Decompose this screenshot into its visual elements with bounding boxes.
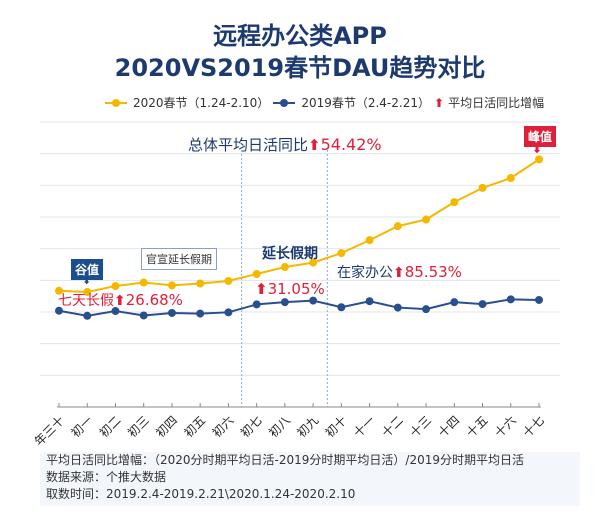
- series-line-2019: [58, 298, 540, 317]
- footnote: 平均日活同比增幅：（2020分时期平均日活-2019分时期平均日活）/2019分…: [40, 452, 580, 506]
- extended-label: 延长假期: [262, 246, 318, 262]
- overall-value: 54.42%: [320, 135, 382, 154]
- data-point: [506, 295, 515, 304]
- data-point: [309, 296, 318, 305]
- data-point: [111, 307, 120, 316]
- overall-label: 总体平均日活同比: [188, 136, 309, 154]
- up-arrow-icon: ⬆: [434, 95, 445, 110]
- up-arrow-icon: ⬆: [308, 136, 321, 154]
- data-point: [450, 298, 459, 307]
- data-point: [365, 297, 374, 306]
- data-point: [506, 174, 515, 183]
- data-point: [393, 222, 402, 231]
- x-tick-label: 十一: [351, 413, 378, 440]
- data-point: [252, 300, 261, 309]
- data-point: [535, 155, 543, 164]
- x-tick-label: 十三: [407, 413, 434, 440]
- data-point: [422, 305, 431, 314]
- x-tick-label: 初九: [294, 413, 321, 440]
- seven-day-label: 七天长假: [58, 293, 114, 309]
- data-point: [139, 311, 148, 320]
- data-point: [309, 258, 318, 267]
- x-tick-label: 初二: [97, 413, 124, 440]
- valley-label: 谷值: [71, 259, 104, 280]
- x-tick-label: 初八: [266, 413, 293, 440]
- data-point: [337, 249, 346, 258]
- seven-day-value: 26.68%: [125, 291, 183, 309]
- up-arrow-icon: ⬆: [114, 293, 126, 309]
- data-point: [252, 270, 261, 278]
- x-tick-label: 初十: [323, 413, 350, 440]
- x-tick-label: 十四: [436, 413, 463, 440]
- x-tick-label: 十六: [492, 413, 519, 440]
- x-tick-label: 初七: [238, 413, 265, 440]
- seven-day-annotation: 七天长假⬆26.68%: [58, 290, 183, 310]
- up-arrow-icon: ⬆: [255, 280, 268, 298]
- extended-annotation: ⬆31.05%: [255, 280, 325, 298]
- data-point: [83, 311, 92, 320]
- down-arrow-icon: ⬇: [532, 142, 543, 156]
- data-point: [224, 308, 233, 317]
- data-point: [55, 286, 63, 295]
- legend: 2020春节（1.24-2.10） 2019春节（2.4-2.21） ⬆ 平均日…: [105, 94, 544, 111]
- x-tick-label: 初三: [125, 413, 152, 440]
- x-tick-label: 十七: [520, 413, 547, 440]
- data-point: [83, 288, 92, 297]
- chart-title-line2: 2020VS2019春节DAU趋势对比: [114, 54, 486, 82]
- data-point: [478, 183, 487, 192]
- down-arrow-icon: ⬇: [82, 274, 92, 287]
- data-point: [280, 263, 289, 272]
- data-point: [196, 279, 205, 288]
- peak-label: 峰值: [524, 126, 557, 147]
- up-arrow-icon: ⬆: [393, 265, 405, 281]
- legend-marker-2020: [105, 98, 127, 107]
- data-point: [167, 308, 176, 317]
- x-tick-label: 年三十: [32, 413, 67, 448]
- data-point: [535, 295, 543, 304]
- official-callout: 官宣延长假期: [141, 248, 217, 270]
- x-tick-label: 初六: [210, 413, 237, 440]
- data-point: [337, 303, 346, 312]
- x-tick-label: 十五: [464, 413, 491, 440]
- footnote-source: 数据来源：个推大数据: [46, 470, 167, 484]
- overall-annotation: 总体平均日活同比⬆54.42%: [188, 134, 382, 155]
- data-point: [167, 281, 176, 290]
- data-point: [393, 303, 402, 312]
- extended-value: 31.05%: [267, 280, 325, 298]
- x-tick-label: 十二: [379, 413, 406, 440]
- legend-label-2019: 2019春节（2.4-2.21）: [301, 96, 430, 110]
- data-point: [478, 300, 487, 309]
- legend-marker-2019: [273, 98, 296, 107]
- data-point: [422, 215, 431, 224]
- data-point: [365, 236, 374, 245]
- x-tick-label: 初五: [181, 413, 208, 440]
- home-annotation: 在家办公⬆85.53%: [337, 262, 462, 282]
- x-tick-label: 初一: [68, 413, 95, 440]
- data-point: [55, 306, 63, 315]
- legend-label-growth: 平均日活同比增幅: [448, 96, 545, 110]
- data-point: [196, 309, 205, 318]
- data-point: [111, 282, 120, 291]
- data-point: [280, 298, 289, 307]
- data-point: [224, 276, 233, 285]
- footnote-formula: 平均日活同比增幅：（2020分时期平均日活-2019分时期平均日活）/2019分…: [46, 453, 524, 467]
- data-point: [139, 278, 148, 287]
- x-tick-label: 初四: [153, 413, 180, 440]
- chart-title-line1: 远程办公类APP: [213, 22, 387, 50]
- data-point: [450, 198, 459, 207]
- footnote-period: 取数时间：2019.2.4-2019.2.21\2020.1.24-2020.2…: [46, 487, 356, 501]
- legend-label-2020: 2020春节（1.24-2.10）: [133, 96, 270, 110]
- home-value: 85.53%: [404, 263, 462, 281]
- series-line-2020: [58, 158, 540, 294]
- home-label: 在家办公: [337, 265, 393, 281]
